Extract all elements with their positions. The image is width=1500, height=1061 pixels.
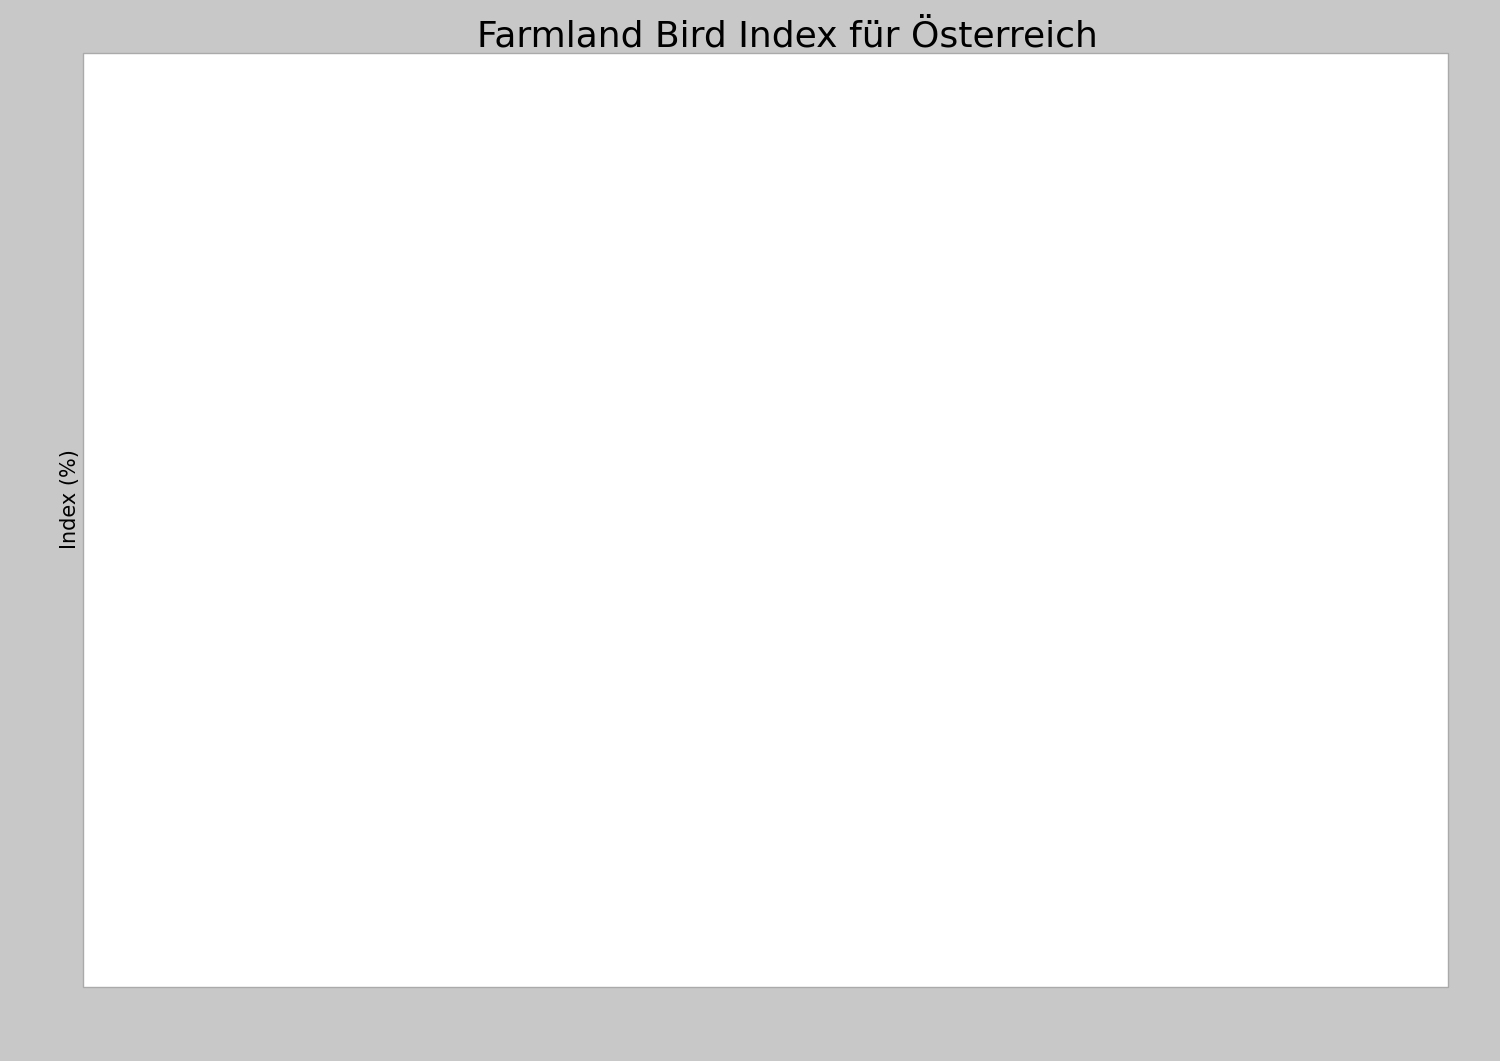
Title: Farmland Bird Index für Österreich: Farmland Bird Index für Österreich xyxy=(477,19,1098,53)
Text: *: * xyxy=(1358,726,1362,732)
Text: *: * xyxy=(1304,737,1308,744)
Bar xyxy=(578,720,596,750)
Text: Mit Unterstützung von Bund, Ländern und Europäischer Union: Mit Unterstützung von Bund, Ländern und … xyxy=(580,681,1047,695)
Text: Regionen und Wasserwirtschaft: Regionen und Wasserwirtschaft xyxy=(609,799,795,812)
Text: *: * xyxy=(1334,714,1336,720)
Text: ÖSTERREICH: ÖSTERREICH xyxy=(190,812,279,825)
Text: *: * xyxy=(1334,760,1336,766)
Text: die ländlichen Gebiete.: die ländlichen Gebiete. xyxy=(1146,798,1234,806)
Text: ländlichen Raums: ländlichen Raums xyxy=(1167,765,1234,775)
Text: *: * xyxy=(1308,749,1311,754)
Text: *: * xyxy=(1347,717,1352,724)
Text: *: * xyxy=(1347,758,1352,763)
Text: *: * xyxy=(1308,726,1311,732)
Text: Landwirtschaftsfonds für: Landwirtschaftsfonds für xyxy=(1140,732,1234,742)
Text: BirdLife: BirdLife xyxy=(183,754,286,779)
Text: *: * xyxy=(1358,749,1362,754)
Y-axis label: Index (%): Index (%) xyxy=(60,449,80,549)
Text: die Entwicklung des: die Entwicklung des xyxy=(1158,749,1234,758)
Bar xyxy=(578,730,596,741)
Text: *: * xyxy=(1318,758,1322,763)
Bar xyxy=(1251,714,1419,832)
Text: Bundesministerium: Bundesministerium xyxy=(609,727,724,741)
Text: *: * xyxy=(1362,737,1365,744)
Text: Hier investiert Europa in: Hier investiert Europa in xyxy=(1142,782,1234,790)
Text: *: * xyxy=(1318,717,1322,724)
Text: Land- und Forstwirtschaft,: Land- und Forstwirtschaft, xyxy=(609,763,764,777)
Text: Europäischer: Europäischer xyxy=(1185,716,1234,725)
Text: LE 14-20: LE 14-20 xyxy=(1060,737,1156,756)
Text: Entwicklung für den ländlichen Raum: Entwicklung für den ländlichen Raum xyxy=(1040,787,1222,798)
